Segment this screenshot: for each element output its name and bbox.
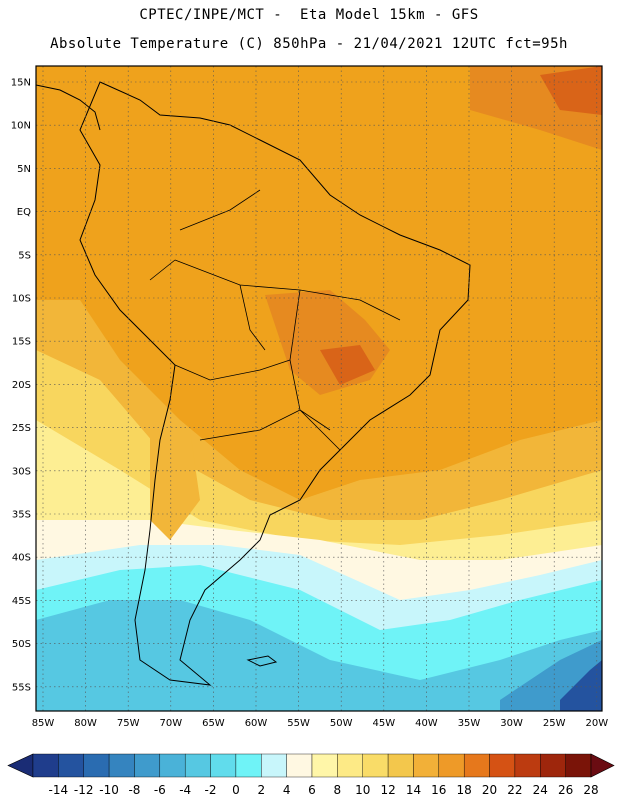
lat-label: 10N [11, 121, 31, 132]
colorbar-swatch [311, 753, 338, 778]
colorbar-label: 28 [583, 783, 598, 797]
colorbar-label: -8 [128, 783, 140, 797]
lon-label: 85W [32, 718, 55, 729]
lat-label: 5N [17, 164, 31, 175]
colorbar-label: -4 [179, 783, 191, 797]
lat-label: 20S [12, 380, 31, 391]
colorbar-label: 4 [283, 783, 291, 797]
lat-label: EQ [17, 207, 31, 218]
colorbar-label: 16 [431, 783, 446, 797]
colorbar-label: 8 [334, 783, 342, 797]
colorbar-swatch [134, 753, 161, 778]
colorbar-label: 18 [457, 783, 472, 797]
map-frame [35, 65, 603, 712]
colorbar-swatch [108, 753, 135, 778]
andes-warm-tongue [150, 420, 200, 540]
colorbar-label: -6 [154, 783, 166, 797]
central-america-outline [35, 84, 101, 131]
lon-label: 55W [287, 718, 310, 729]
lon-label: 80W [74, 718, 97, 729]
latitude-labels: 15N 10N 5N EQ 5S 10S 15S 20S 25S 30S 35S 40S 45S 50S 5… [11, 78, 31, 694]
colorbar-label: 14 [406, 783, 421, 797]
lat-label: 50S [12, 639, 31, 650]
colorbar-swatch [261, 753, 287, 778]
lat-label: 15N [11, 78, 31, 89]
colorbar-label: 20 [482, 783, 497, 797]
colorbar-swatch [362, 753, 389, 778]
ne-hot-patch [540, 66, 602, 115]
colorbar-over-arrow [590, 753, 615, 778]
lat-label: 55S [12, 682, 31, 693]
colorbar-label: -12 [74, 783, 94, 797]
colorbar-swatch [32, 753, 59, 778]
colorbar-label: -10 [99, 783, 119, 797]
colorbar-swatch [159, 753, 186, 778]
colorbar-swatch [463, 753, 490, 778]
colorbar-swatch [58, 753, 84, 778]
colorbar-swatch [210, 753, 237, 778]
lat-label: 15S [12, 337, 31, 348]
lon-label: 45W [372, 718, 395, 729]
colorbar-label: 2 [257, 783, 265, 797]
south-america-outline [79, 81, 471, 686]
colorbar-label: -2 [205, 783, 217, 797]
lon-label: 70W [159, 718, 182, 729]
chart-title-line2: Absolute Temperature (C) 850hPa - 21/04/… [50, 36, 568, 52]
colorbar [7, 753, 615, 778]
colorbar-swatch [387, 753, 414, 778]
lon-label: 50W [330, 718, 353, 729]
colorbar-swatch [489, 753, 516, 778]
lon-label: 20W [585, 718, 608, 729]
colorbar-swatch [413, 753, 440, 778]
temperature-field [36, 66, 602, 711]
lon-label: 25W [543, 718, 566, 729]
colorbar-label: 22 [507, 783, 522, 797]
deepest-blue-band [560, 660, 602, 711]
colorbar-swatch [286, 753, 313, 778]
lon-label: 60W [245, 718, 268, 729]
colorbar-label: 0 [232, 783, 240, 797]
blue-band [36, 600, 602, 711]
lon-label: 65W [202, 718, 225, 729]
colorbar-label: 26 [558, 783, 573, 797]
colorbar-label: 12 [380, 783, 395, 797]
colorbar-label: 24 [533, 783, 548, 797]
chart-title-line1: CPTEC/INPE/MCT - Eta Model 15km - GFS [139, 7, 479, 23]
colorbar-swatch [438, 753, 465, 778]
colorbar-label: 6 [308, 783, 316, 797]
falklands-outline [246, 655, 278, 667]
lat-label: 30S [12, 466, 31, 477]
lon-label: 75W [117, 718, 140, 729]
lat-label: 40S [12, 553, 31, 564]
colorbar-under-arrow [7, 753, 34, 778]
colorbar-swatch [83, 753, 110, 778]
country-borders [149, 189, 401, 451]
lat-label: 35S [12, 510, 31, 521]
colorbar-swatch [235, 753, 262, 778]
colorbar-swatch [514, 753, 541, 778]
lat-label: 10S [12, 294, 31, 305]
colorbar-label: 10 [355, 783, 370, 797]
lon-label: 40W [415, 718, 438, 729]
lon-label: 30W [500, 718, 523, 729]
colorbar-swatch [337, 753, 363, 778]
longitude-labels: 85W 80W 75W 70W 65W 60W 55W 50W 45W 40W 35W 30W 25W 2… [32, 718, 609, 729]
colorbar-swatch [565, 753, 592, 778]
lon-label: 35W [458, 718, 481, 729]
colorbar-labels: -14 -12 -10 -8 -6 -4 -2 0 2 4 6 8 10 12 14 16 18 20 22 24 26… [49, 783, 599, 797]
colorbar-label: -14 [49, 783, 69, 797]
lat-label: 45S [12, 596, 31, 607]
central-hot-patch [320, 345, 375, 385]
lat-label: 5S [18, 250, 31, 261]
lat-label: 25S [12, 423, 31, 434]
colorbar-swatch [184, 753, 211, 778]
colorbar-swatch [540, 753, 566, 778]
